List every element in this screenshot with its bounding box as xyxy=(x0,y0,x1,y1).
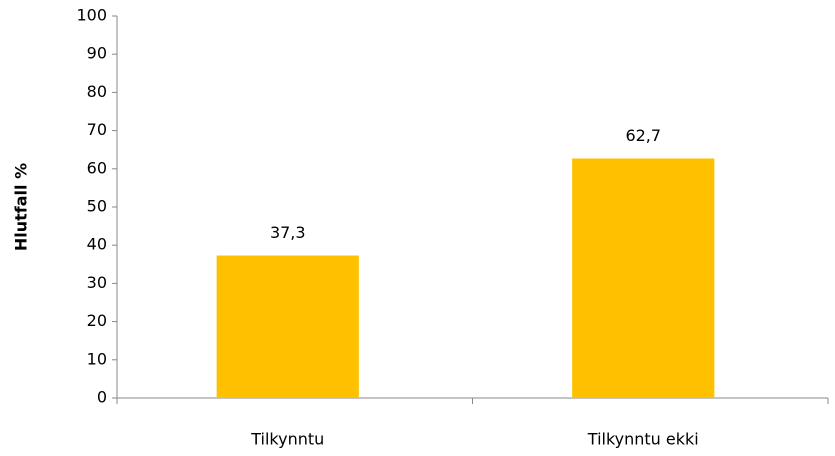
y-tick-label: 50 xyxy=(87,197,107,216)
value-label: 37,3 xyxy=(270,223,306,242)
y-tick-label: 40 xyxy=(87,235,107,254)
y-tick-label: 20 xyxy=(87,311,107,330)
bar xyxy=(572,158,715,398)
y-tick-label: 10 xyxy=(87,349,107,368)
x-tick-label: Tilkynntu ekki xyxy=(587,430,699,449)
y-tick-label: 0 xyxy=(97,388,107,407)
value-label: 62,7 xyxy=(625,126,661,145)
y-tick-label: 80 xyxy=(87,82,107,101)
y-tick-label: 60 xyxy=(87,158,107,177)
x-tick-label: Tilkynntu xyxy=(250,430,324,449)
y-axis-label: Hlutfall % xyxy=(12,163,31,251)
y-tick-label: 90 xyxy=(87,44,107,63)
y-tick-label: 70 xyxy=(87,120,107,139)
y-tick-label: 100 xyxy=(76,6,107,25)
y-tick-label: 30 xyxy=(87,273,107,292)
bar xyxy=(216,255,359,398)
